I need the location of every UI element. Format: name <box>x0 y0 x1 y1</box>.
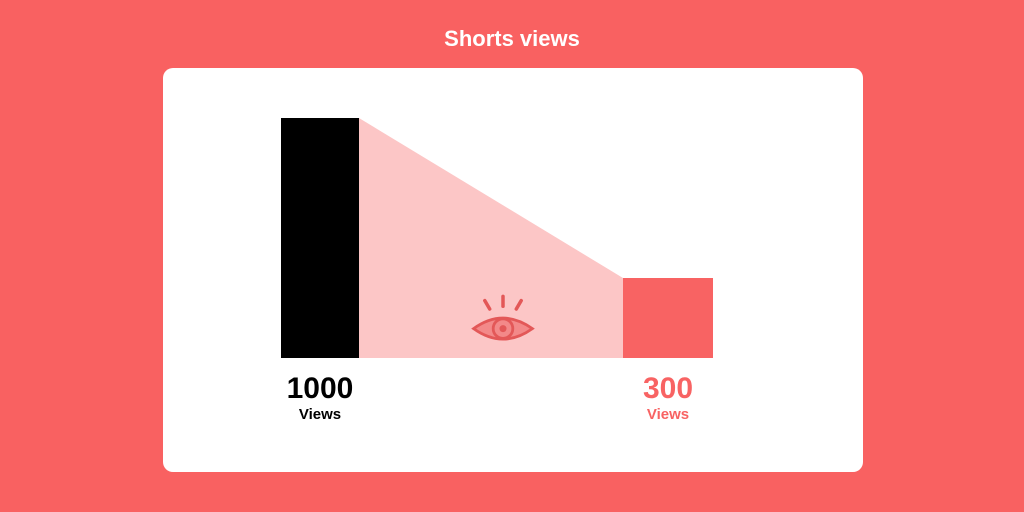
eye-icon <box>468 289 538 357</box>
bar-end <box>623 278 713 358</box>
page-canvas: Shorts views 1000 Views 300 <box>0 0 1024 512</box>
page-title: Shorts views <box>0 26 1024 52</box>
funnel-chart: 1000 Views 300 Views <box>163 68 863 472</box>
bar-start <box>281 118 359 358</box>
value-end: 300 <box>613 372 723 406</box>
value-start: 1000 <box>261 372 379 406</box>
label-start: Views <box>261 406 379 423</box>
chart-card: 1000 Views 300 Views <box>163 68 863 472</box>
label-end: Views <box>613 406 723 423</box>
